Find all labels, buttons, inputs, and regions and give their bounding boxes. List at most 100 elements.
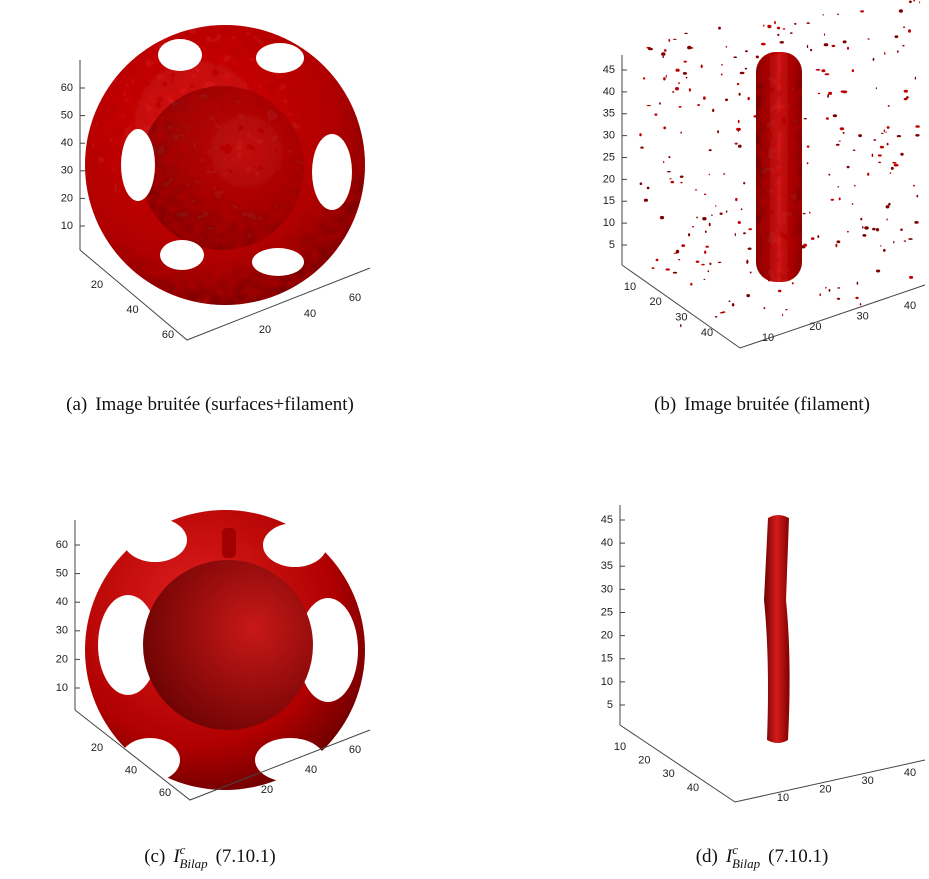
speckle [835, 243, 838, 248]
speckle [794, 22, 797, 25]
speckle [856, 281, 859, 285]
speckle [642, 77, 646, 80]
speckle [707, 270, 710, 273]
speckle [659, 215, 665, 220]
speckle [692, 226, 695, 228]
speckle [675, 68, 680, 72]
speckle [893, 241, 895, 244]
caption-symbol: I [172, 846, 181, 867]
z-tick-label: 35 [603, 108, 615, 120]
speckle [915, 134, 920, 137]
speckle [872, 227, 876, 231]
y-tick-label: 20 [819, 784, 831, 796]
speckle [662, 56, 665, 58]
caption-subscript: Bilap [732, 856, 761, 871]
speckle [714, 316, 718, 318]
speckle [885, 131, 887, 133]
speckle [842, 40, 847, 44]
speckle [654, 113, 658, 116]
speckle [825, 117, 829, 120]
speckle [888, 202, 891, 206]
speckle [737, 221, 741, 224]
speckle [875, 228, 880, 232]
speckle [862, 234, 867, 237]
speckle [828, 91, 833, 95]
speckle [760, 42, 766, 46]
y-tick-label: 40 [304, 308, 316, 320]
speckle [886, 218, 888, 221]
speckle [831, 44, 836, 48]
speckle [817, 92, 821, 95]
speckle [825, 286, 827, 289]
speckle [746, 260, 749, 264]
y-tick-label: 20 [261, 784, 273, 796]
z-tick-label: 30 [56, 625, 68, 637]
speckle [838, 140, 841, 142]
speckle [779, 41, 784, 44]
noise-speckles [639, 0, 921, 328]
speckle [915, 125, 920, 128]
z-tick-label: 40 [56, 596, 68, 608]
speckle [738, 92, 741, 96]
speckle [736, 127, 741, 131]
speckle [890, 166, 894, 170]
speckle [832, 114, 838, 118]
y-tick-label: 20 [259, 324, 271, 336]
x-tick-label: 40 [701, 327, 713, 339]
x-tick-label: 20 [91, 742, 103, 754]
speckle [661, 52, 666, 56]
speckle [810, 48, 813, 52]
speckle [777, 33, 780, 37]
speckle [708, 149, 712, 152]
panel: 10 20 30 40 50 60 20 40 60 20 40 60 (c) Ic Bilap (7.10.… [56, 520, 371, 871]
y-tick-label: 10 [777, 792, 789, 804]
speckle [817, 235, 820, 239]
speckle [776, 26, 781, 30]
speckle [830, 198, 835, 201]
z-tick-label: 10 [601, 676, 613, 688]
x-tick-label: 60 [159, 787, 171, 799]
speckle [725, 45, 727, 48]
speckle [703, 278, 706, 281]
speckle [726, 210, 728, 214]
z-tick-label: 10 [61, 220, 73, 232]
speckle [646, 105, 651, 107]
speckle [827, 94, 829, 98]
speckle [744, 67, 748, 70]
z-tick-label: 5 [609, 239, 615, 251]
z-tick-label: 25 [603, 151, 615, 163]
y-tick-label: 40 [904, 767, 916, 779]
z-tick-label: 45 [601, 514, 613, 526]
speckle [648, 47, 653, 51]
speckle [669, 178, 672, 180]
speckle [668, 38, 671, 42]
speckle [837, 186, 839, 188]
z-tick-label: 45 [603, 64, 615, 76]
speckle [838, 197, 841, 201]
speckle [688, 233, 691, 237]
speckle [702, 217, 707, 221]
speckle [887, 105, 890, 107]
speckle [737, 119, 740, 124]
speckle [859, 303, 862, 306]
caption-superscript: c [180, 842, 186, 857]
speckle [665, 74, 667, 78]
speckle [675, 87, 679, 91]
speckle [704, 250, 707, 254]
speckle [855, 296, 859, 300]
speckle [664, 49, 667, 52]
speckle [659, 102, 661, 105]
x-tick-label: 60 [162, 329, 174, 341]
z-tick-label: 40 [61, 137, 73, 149]
speckle [725, 98, 728, 102]
caption-text: (7.10.1) [216, 846, 276, 867]
speckle [909, 275, 914, 279]
speckle [860, 217, 863, 221]
speckle [738, 144, 742, 148]
speckle [822, 14, 824, 16]
noisy-sphere [85, 25, 365, 305]
z-tick-label: 20 [601, 630, 613, 642]
speckle [734, 232, 736, 237]
speckle [903, 240, 907, 242]
caption-label: (c) [144, 846, 165, 867]
